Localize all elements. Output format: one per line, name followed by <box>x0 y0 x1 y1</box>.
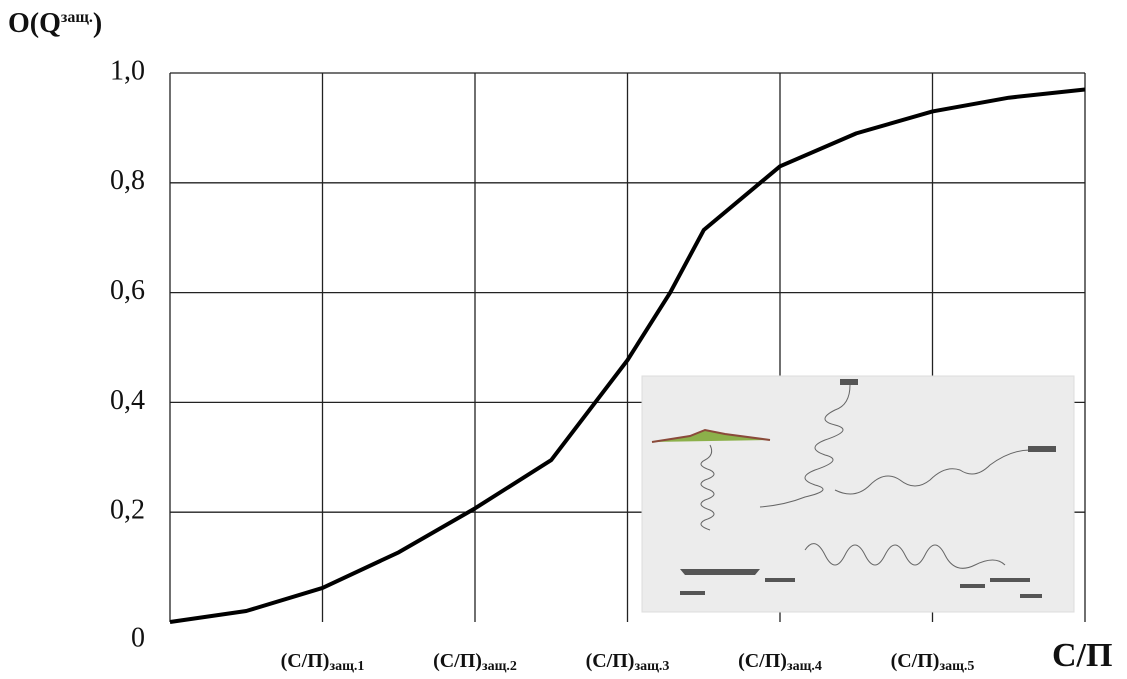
x-tick-label-sub: защ.3 <box>634 659 669 674</box>
y-axis-label: O(Qзащ.) <box>8 8 102 39</box>
inset-illustration <box>641 375 1075 613</box>
x-tick-label: (С/П)защ.1 <box>281 650 365 675</box>
x-axis-label: С/П <box>1052 637 1112 674</box>
x-tick-label: (С/П)защ.2 <box>433 650 517 675</box>
data-line <box>169 87 1086 624</box>
x-tick-label: (С/П)защ.4 <box>738 650 822 675</box>
x-tick-label-sub: защ.1 <box>329 659 364 674</box>
y-tick-label: 1,0 <box>110 55 145 86</box>
x-tick-label-sub: защ.4 <box>787 659 822 674</box>
x-tick-label: (С/П)защ.5 <box>891 650 975 675</box>
x-tick-label: (С/П)защ.3 <box>586 650 670 675</box>
y-tick-label: 0,6 <box>110 275 145 306</box>
y-tick-label: 0,2 <box>110 495 145 526</box>
x-tick-label-sub: защ.5 <box>939 659 974 674</box>
y-tick-label: 0,8 <box>110 165 145 196</box>
x-tick-label-main: (С/П) <box>281 650 330 672</box>
y-tick-label: 0 <box>131 622 145 653</box>
x-tick-label-main: (С/П) <box>891 650 940 672</box>
x-tick-label-sub: защ.2 <box>482 659 517 674</box>
y-tick-label: 0,4 <box>110 385 145 416</box>
x-tick-label-main: (С/П) <box>586 650 635 672</box>
x-tick-label-main: (С/П) <box>738 650 787 672</box>
x-tick-label-main: (С/П) <box>433 650 482 672</box>
